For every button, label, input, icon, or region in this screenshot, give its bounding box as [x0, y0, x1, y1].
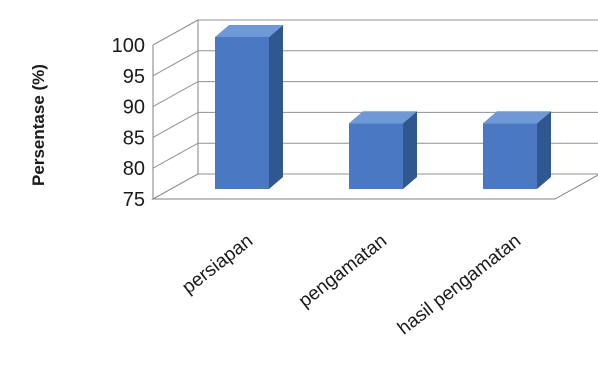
x-category-label: persiapan — [178, 230, 257, 298]
gridline — [152, 173, 598, 200]
bar-top — [215, 25, 283, 37]
x-category-label: hasil pengamatan — [394, 230, 525, 339]
bar-top — [483, 111, 551, 124]
bar — [349, 111, 417, 189]
bar-side — [403, 111, 417, 189]
bar-side — [537, 111, 551, 189]
y-tick-label: 95 — [123, 66, 145, 88]
bar-front — [215, 37, 269, 189]
bars — [215, 25, 551, 189]
bar-front — [483, 123, 537, 189]
side-wall — [152, 19, 199, 200]
gridline — [152, 19, 598, 46]
y-tick-label: 100 — [112, 35, 145, 57]
y-tick-label: 75 — [123, 189, 145, 211]
y-tick-labels: 75 80 85 90 95 100 — [112, 35, 145, 211]
x-category-label: pengamatan — [295, 230, 391, 312]
x-category-labels: persiapan pengamatan hasil pengamatan — [178, 230, 525, 339]
y-tick-label: 80 — [123, 158, 145, 180]
y-axis-title: Persentase (%) — [29, 64, 48, 186]
gridlines — [152, 19, 598, 200]
gridline — [152, 81, 598, 108]
bar — [215, 25, 283, 189]
y-tick-label: 85 — [123, 127, 145, 149]
bar-side — [269, 25, 283, 189]
bar-front — [349, 123, 403, 189]
gridline — [152, 142, 598, 169]
gridline — [152, 111, 598, 138]
bar-top — [349, 111, 417, 124]
bar — [483, 111, 551, 189]
y-tick-label: 90 — [123, 97, 145, 119]
gridline — [152, 50, 598, 77]
